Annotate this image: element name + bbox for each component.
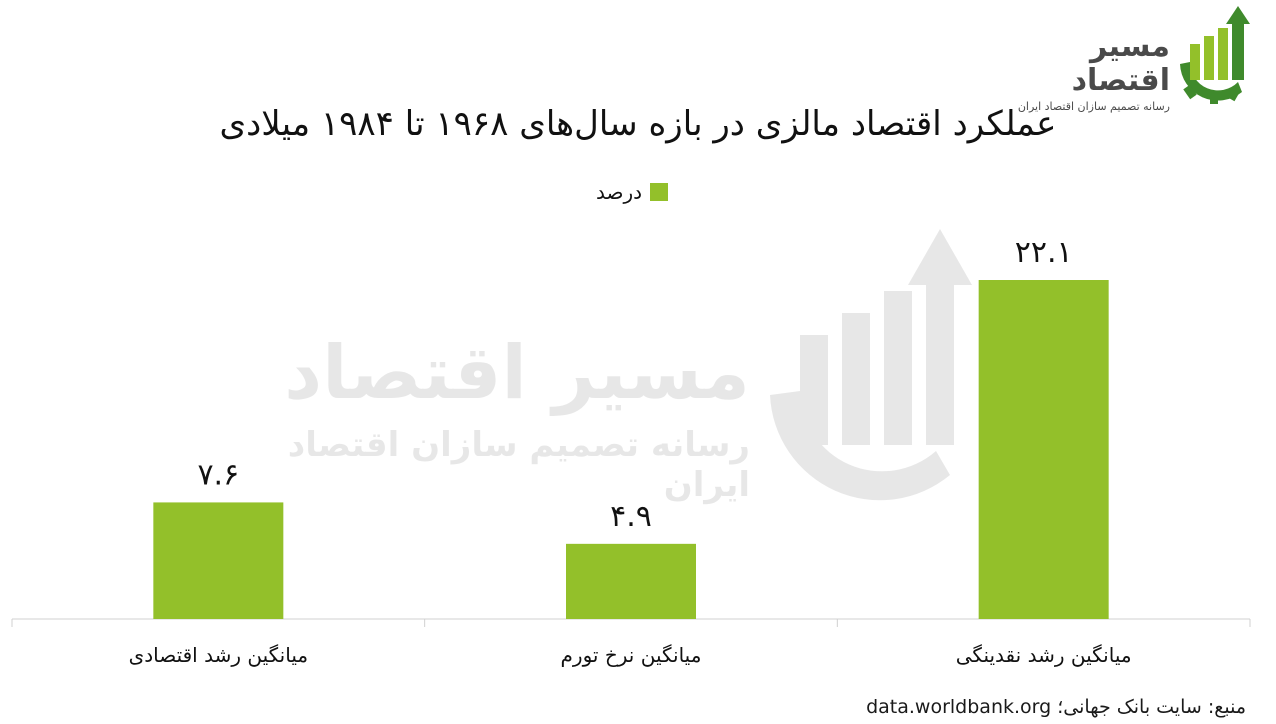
chart-title: عملکرد اقتصاد مالزی در بازه سال‌های ۱۹۶۸…: [219, 104, 1057, 144]
x-tick-label: میانگین رشد اقتصادی: [129, 643, 309, 667]
brand-logo: مسیر اقتصاد رسانه تصمیم سازان اقتصاد ایر…: [1002, 4, 1262, 113]
brand-name: مسیر اقتصاد: [1071, 29, 1170, 98]
data-label: ۲۲.۱: [1015, 235, 1073, 270]
chart-legend: درصد: [596, 178, 669, 206]
data-label: ۷.۶: [197, 457, 239, 492]
bar: [153, 502, 284, 619]
brand-tagline: رسانه تصمیم سازان اقتصاد ایران: [1017, 100, 1170, 113]
x-tick-label: میانگین نرخ تورم: [561, 643, 702, 667]
x-tick-label: میانگین رشد نقدینگی: [956, 643, 1132, 667]
bar: [566, 543, 696, 619]
bar: [978, 280, 1109, 619]
legend-label: درصد: [596, 180, 643, 204]
source-note: منبع: سایت بانک جهانی؛ data.worldbank.or…: [866, 696, 1246, 718]
legend-swatch: [650, 183, 669, 201]
growth-gear-icon: [1180, 6, 1250, 104]
data-label: ۴.۹: [610, 499, 652, 534]
